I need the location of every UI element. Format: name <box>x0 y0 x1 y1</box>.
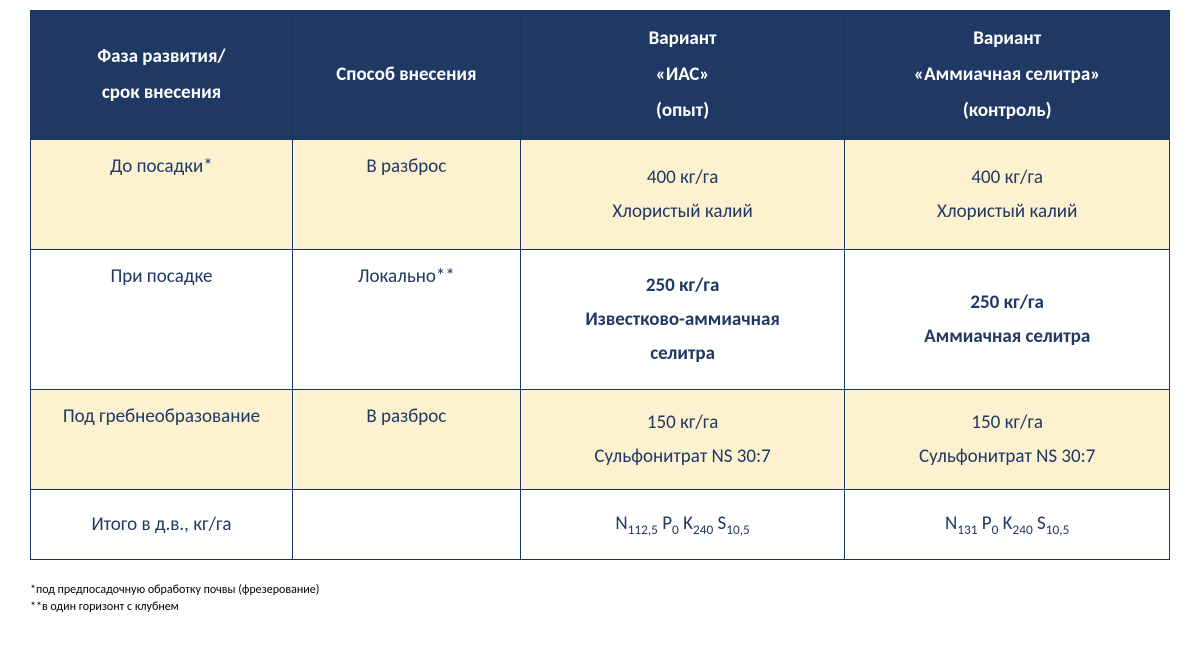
footnote-2: **в один горизонт с клубнем <box>30 599 1170 616</box>
cell-variant-control: 250 кг/га Аммиачная селитра <box>845 250 1170 390</box>
cell-total-ias: N112,5 P0 K240 S10,5 <box>520 490 845 560</box>
cell-method: В разброс <box>292 390 520 490</box>
cell-empty <box>292 490 520 560</box>
fertilizer-table: Фаза развития/ срок внесения Способ внес… <box>30 10 1170 560</box>
cell-variant-control: 400 кг/га Хлористый калий <box>845 140 1170 250</box>
cell-variant-ias: 250 кг/га Известково-аммиачная селитра <box>520 250 845 390</box>
cell-method: Локально** <box>292 250 520 390</box>
header-variant-ias: Вариант «ИАС» (опыт) <box>520 11 845 140</box>
cell-variant-ias: 400 кг/га Хлористый калий <box>520 140 845 250</box>
cell-total-label: Итого в д.в., кг/га <box>31 490 293 560</box>
cell-phase: При посадке <box>31 250 293 390</box>
table-row: Под гребнеобразование В разброс 150 кг/г… <box>31 390 1170 490</box>
table-row: До посадки* В разброс 400 кг/га Хлористы… <box>31 140 1170 250</box>
header-phase-l1: Фаза развития/ <box>97 45 225 68</box>
header-method: Способ внесения <box>292 11 520 140</box>
cell-phase: До посадки* <box>31 140 293 250</box>
table-row-total: Итого в д.в., кг/га N112,5 P0 K240 S10,5… <box>31 490 1170 560</box>
cell-variant-control: 150 кг/га Сульфонитрат NS 30:7 <box>845 390 1170 490</box>
header-phase: Фаза развития/ срок внесения <box>31 11 293 140</box>
footnotes: *под предпосадочную обработку почвы (фре… <box>30 582 1170 616</box>
header-phase-l2: срок внесения <box>102 81 221 104</box>
cell-phase: Под гребнеобразование <box>31 390 293 490</box>
header-row: Фаза развития/ срок внесения Способ внес… <box>31 11 1170 140</box>
cell-variant-ias: 150 кг/га Сульфонитрат NS 30:7 <box>520 390 845 490</box>
table-row: При посадке Локально** 250 кг/га Известк… <box>31 250 1170 390</box>
cell-total-control: N131 P0 K240 S10,5 <box>845 490 1170 560</box>
footnote-1: *под предпосадочную обработку почвы (фре… <box>30 582 1170 599</box>
cell-method: В разброс <box>292 140 520 250</box>
header-variant-control: Вариант «Аммиачная селитра» (контроль) <box>845 11 1170 140</box>
